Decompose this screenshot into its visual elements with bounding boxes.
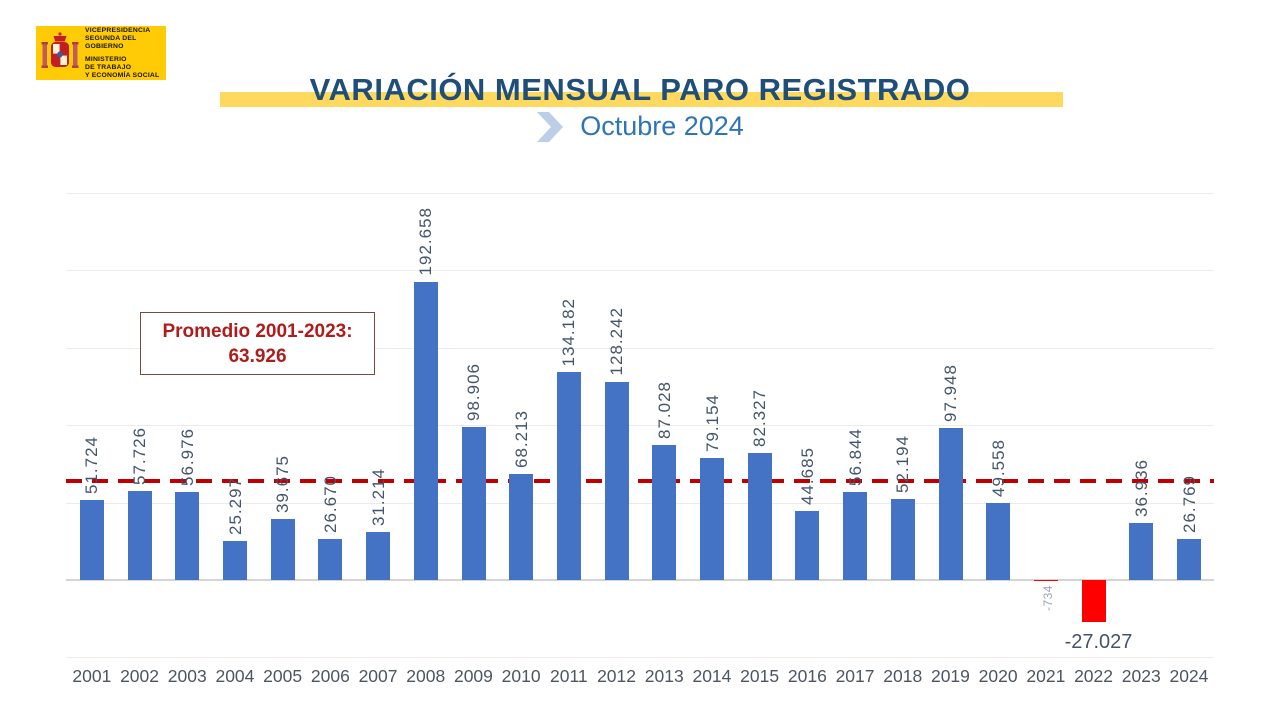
bar-2009: [461, 426, 486, 580]
year-label-2011: 2011: [550, 666, 588, 686]
year-label-2001: 2001: [72, 666, 112, 686]
value-label-2014: 79.154: [702, 393, 722, 452]
title-highlight-bar: [220, 92, 1063, 107]
bar-2024: [1177, 538, 1201, 580]
year-label-2024: 2024: [1169, 666, 1209, 686]
bar-2014: [700, 457, 724, 580]
gridline-50000: [66, 502, 1214, 504]
average-reference-line: [66, 479, 1214, 483]
page-title: VARIACIÓN MENSUAL PARO REGISTRADO: [309, 72, 971, 107]
bar-2021: [1033, 580, 1058, 582]
logo-line: Y ECONOMÍA SOCIAL: [85, 71, 160, 79]
value-label-2008: 192.658: [416, 207, 436, 276]
year-label-2003: 2003: [167, 666, 207, 686]
value-label-2005: 39.675: [273, 454, 293, 513]
value-label-2011: 134.182: [559, 297, 579, 367]
bar-2013: [652, 445, 677, 580]
logo-text: VICEPRESIDENCIA SEGUNDA DEL GOBIERNO MIN…: [85, 27, 162, 80]
year-label-2005: 2005: [263, 666, 303, 686]
year-label-2009: 2009: [453, 666, 493, 686]
year-label-2015: 2015: [740, 666, 780, 686]
value-label-2013: 87.028: [654, 381, 674, 440]
year-label-2021: 2021: [1026, 666, 1066, 686]
value-label-2001: 51.724: [82, 435, 102, 494]
bar-2008: [413, 281, 438, 580]
average-annotation-box: Promedio 2001-2023: 63.926: [140, 312, 375, 375]
value-label-2010: 68.213: [511, 410, 531, 469]
bar-2015: [747, 452, 772, 580]
value-label-2024: 26.769: [1179, 474, 1199, 533]
gov-logo: VICEPRESIDENCIA SEGUNDA DEL GOBIERNO MIN…: [36, 26, 166, 80]
bar-2012: [604, 381, 629, 580]
year-label-2016: 2016: [787, 666, 827, 686]
year-label-2006: 2006: [310, 666, 350, 686]
bar-2005: [270, 518, 295, 580]
gridline-200000: [66, 270, 1214, 272]
bar-2016: [795, 510, 820, 580]
value-label-2018: 52.194: [893, 435, 913, 494]
bar-2023: [1129, 522, 1154, 580]
year-label-2020: 2020: [978, 666, 1018, 686]
coat-of-arms-icon: [41, 32, 79, 68]
logo-line: VICEPRESIDENCIA: [85, 26, 151, 34]
year-label-2017: 2017: [835, 666, 875, 686]
bar-2019: [938, 428, 963, 580]
bar-2004: [223, 540, 247, 580]
value-label-2009: 98.906: [464, 362, 483, 421]
value-label-2016: 44.685: [797, 446, 817, 505]
logo-line: SEGUNDA DEL GOBIERNO: [85, 34, 137, 50]
gridline-150000: [66, 347, 1214, 349]
bar-2001: [79, 499, 104, 580]
bar-2006: [318, 538, 343, 580]
value-label-2004: 25.297: [225, 476, 245, 535]
bar-2002: [127, 490, 152, 580]
value-label-2021: -734: [1040, 585, 1055, 612]
value-label-2019: 97.948: [941, 364, 960, 423]
year-label-2014: 2014: [692, 666, 732, 686]
bar-2007: [366, 531, 391, 580]
average-annotation-line1: Promedio 2001-2023:: [162, 320, 353, 342]
average-annotation-line2: 63.926: [228, 345, 287, 367]
value-label-2003: 56.976: [177, 427, 197, 486]
value-label-2022: -27.027: [1064, 630, 1133, 653]
year-label-2010: 2010: [501, 666, 541, 686]
chevron-right-icon: [537, 112, 564, 142]
subtitle: Octubre 2024: [580, 110, 744, 141]
x-axis-line: [66, 579, 1214, 581]
value-label-2017: 56.844: [845, 428, 865, 486]
year-label-2022: 2022: [1074, 666, 1113, 686]
value-label-2023: 36.936: [1131, 458, 1151, 517]
bar-2020: [986, 503, 1011, 580]
gridline-250000: [66, 193, 1214, 194]
bar-2018: [890, 499, 915, 580]
value-label-2020: 49.558: [988, 439, 1008, 498]
value-label-2015: 82.327: [750, 388, 770, 447]
year-label-2008: 2008: [406, 666, 446, 686]
logo-line: MINISTERIO: [85, 55, 127, 63]
logo-line: DE TRABAJO: [85, 63, 132, 71]
value-label-2007: 31.214: [368, 467, 388, 526]
year-label-2023: 2023: [1121, 666, 1161, 686]
bar-2022: [1081, 580, 1106, 622]
year-label-2018: 2018: [883, 666, 923, 686]
value-label-2002: 57.726: [130, 426, 150, 485]
subtitle-row: Octubre 2024: [0, 110, 1280, 142]
value-label-2012: 128.242: [607, 307, 627, 376]
bar-2011: [556, 372, 581, 580]
bar-2003: [175, 491, 200, 580]
year-label-2002: 2002: [120, 666, 159, 686]
year-label-2007: 2007: [358, 666, 398, 686]
year-label-2004: 2004: [215, 666, 255, 686]
year-label-2013: 2013: [644, 666, 684, 686]
bar-2017: [843, 492, 868, 580]
bar-2010: [509, 474, 534, 580]
value-label-2006: 26.670: [320, 474, 340, 533]
gridline--50000: [66, 657, 1214, 659]
year-label-2019: 2019: [930, 666, 970, 686]
year-label-2012: 2012: [597, 666, 636, 686]
gridline-100000: [66, 425, 1214, 427]
